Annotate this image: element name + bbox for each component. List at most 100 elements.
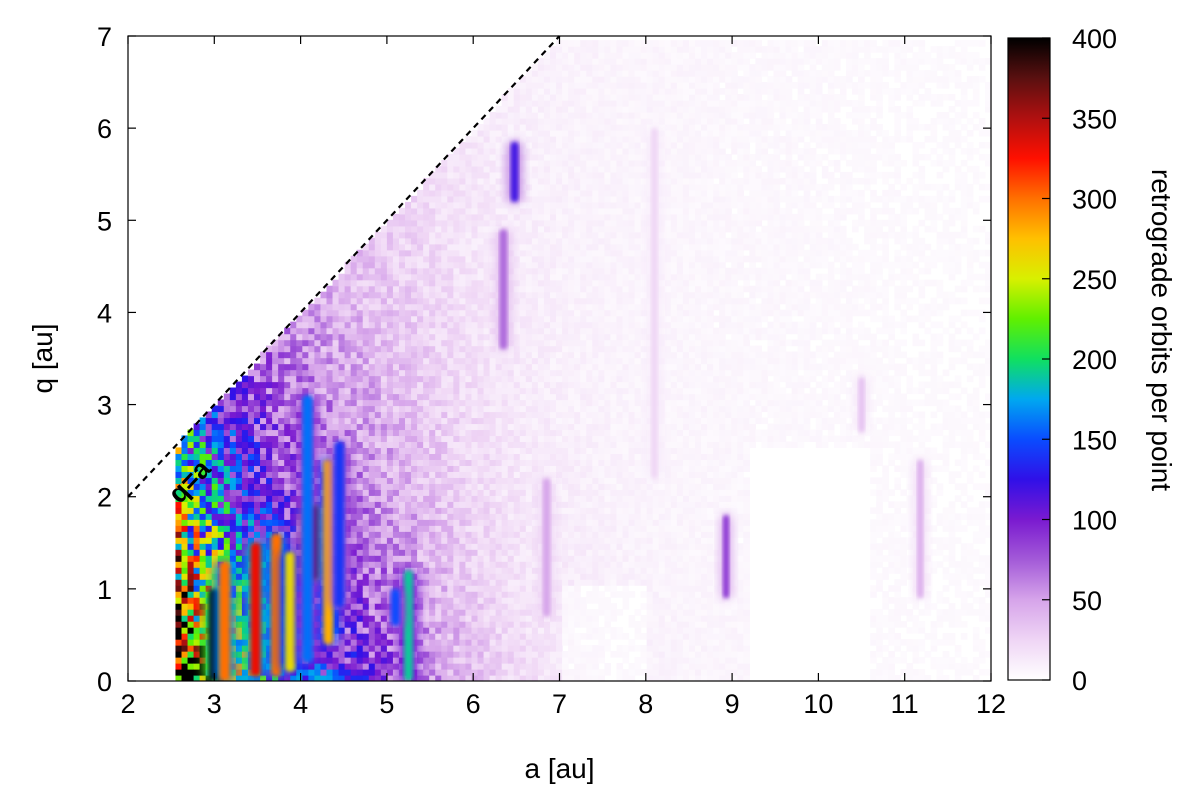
heatmap-cell <box>435 519 442 526</box>
heatmap-cell <box>296 675 303 681</box>
heatmap-cell <box>435 363 442 371</box>
heatmap-cell <box>483 453 491 460</box>
heatmap-cell <box>247 435 255 443</box>
heatmap-cell <box>531 267 539 275</box>
heatmap-cell <box>447 483 454 490</box>
heatmap-cell <box>531 273 539 281</box>
heatmap-cell <box>495 387 503 395</box>
heatmap-cell <box>477 633 485 640</box>
heatmap-cell <box>495 363 503 371</box>
heatmap-cell <box>241 411 249 419</box>
heatmap-cell <box>350 627 358 634</box>
heatmap-cell <box>453 387 460 395</box>
heatmap-cell <box>356 663 364 670</box>
heatmap-cell <box>495 627 503 634</box>
heatmap-cell <box>284 399 291 407</box>
heatmap-cell <box>550 118 557 125</box>
heatmap-cell <box>574 369 581 377</box>
heatmap-cell <box>356 417 364 425</box>
heatmap-cell <box>398 315 406 323</box>
heatmap-cell <box>417 345 424 353</box>
heatmap-cell <box>199 597 207 604</box>
heatmap-cell <box>199 669 207 676</box>
heatmap-cell <box>398 381 406 389</box>
heatmap-cell <box>308 663 316 670</box>
heatmap-cell <box>459 489 467 496</box>
heatmap-cell <box>356 609 364 616</box>
heatmap-cell <box>543 675 551 681</box>
heatmap-cell <box>386 669 394 676</box>
heatmap-cell <box>380 459 388 466</box>
heatmap-cell <box>501 375 509 383</box>
heatmap-cell <box>465 393 473 401</box>
heatmap-cell <box>519 627 527 634</box>
heatmap-cell <box>266 453 273 460</box>
heatmap-cell <box>465 219 473 227</box>
heatmap-cell <box>362 615 370 622</box>
heatmap-cell <box>356 555 364 562</box>
heatmap-cell <box>302 339 309 347</box>
heatmap-cell <box>489 189 497 197</box>
heatmap-cell <box>477 453 485 460</box>
heatmap-cell <box>362 291 370 299</box>
heatmap-cell <box>417 243 424 251</box>
heatmap-cell <box>193 507 201 514</box>
heatmap-cell <box>332 351 340 359</box>
heatmap-cell <box>550 183 557 191</box>
heatmap-cell <box>405 291 412 299</box>
heatmap-cell <box>386 513 394 520</box>
heatmap-cell <box>543 82 551 89</box>
heatmap-cell <box>562 501 569 508</box>
heatmap-cell <box>326 441 334 449</box>
heatmap-cell <box>519 489 527 496</box>
heatmap-cell <box>398 225 406 233</box>
heatmap-cell <box>411 549 418 556</box>
heatmap-cell <box>290 471 297 478</box>
heatmap-cell <box>556 483 563 490</box>
heatmap-cell <box>556 627 563 634</box>
heatmap-cell <box>423 393 430 401</box>
heatmap-cell <box>483 585 491 592</box>
heatmap-cell <box>405 561 412 568</box>
heatmap-cell <box>398 213 406 221</box>
heatmap-cell <box>362 399 370 407</box>
heatmap-cell <box>193 543 201 550</box>
heatmap-cell <box>531 129 539 137</box>
heatmap-cell <box>368 489 376 496</box>
heatmap-cell <box>290 393 297 401</box>
heatmap-cell <box>568 615 575 622</box>
heatmap-cell <box>531 555 539 562</box>
heatmap-cell <box>405 207 412 215</box>
heatmap-cell <box>483 489 491 496</box>
heatmap-cell <box>435 573 442 580</box>
heatmap-cell <box>531 321 539 329</box>
heatmap-cell <box>556 129 563 137</box>
heatmap-cell <box>374 525 382 532</box>
heatmap-cell <box>423 375 430 383</box>
heatmap-cell <box>568 651 575 658</box>
heatmap-cell <box>278 501 285 508</box>
heatmap-cell <box>417 531 424 538</box>
heatmap-cell <box>568 177 575 185</box>
heatmap-cell <box>429 429 436 437</box>
heatmap-cell <box>453 315 460 323</box>
heatmap-cell <box>235 477 243 484</box>
heatmap-cell <box>568 573 575 580</box>
heatmap-cell <box>398 567 406 574</box>
heatmap-cell <box>368 483 376 490</box>
heatmap-cell <box>574 135 581 143</box>
heatmap-cell <box>568 477 575 484</box>
heatmap-cell <box>356 621 364 628</box>
heatmap-cell <box>380 309 388 317</box>
heatmap-cell <box>489 423 497 431</box>
heatmap-cell <box>574 579 581 586</box>
heatmap-cell <box>205 495 213 502</box>
heatmap-cell <box>392 267 400 275</box>
heatmap-cell <box>405 375 412 383</box>
heatmap-cell <box>574 609 581 616</box>
heatmap-cell <box>290 495 297 502</box>
heatmap-cell <box>187 495 195 502</box>
heatmap-cell <box>344 345 352 353</box>
heatmap-cell <box>193 453 201 460</box>
heatmap-cell <box>302 675 309 681</box>
